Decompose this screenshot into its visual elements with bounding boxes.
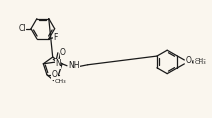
Text: O: O (185, 56, 191, 65)
Text: CH₃: CH₃ (194, 60, 206, 65)
Text: O: O (52, 70, 57, 79)
Text: O: O (185, 58, 191, 67)
Text: CH₃: CH₃ (55, 79, 66, 84)
Text: O: O (60, 48, 66, 57)
Text: F: F (54, 33, 58, 42)
Text: NH: NH (68, 61, 80, 70)
Text: Cl: Cl (19, 24, 26, 33)
Text: N: N (55, 59, 61, 68)
Text: CH₃: CH₃ (194, 58, 206, 63)
